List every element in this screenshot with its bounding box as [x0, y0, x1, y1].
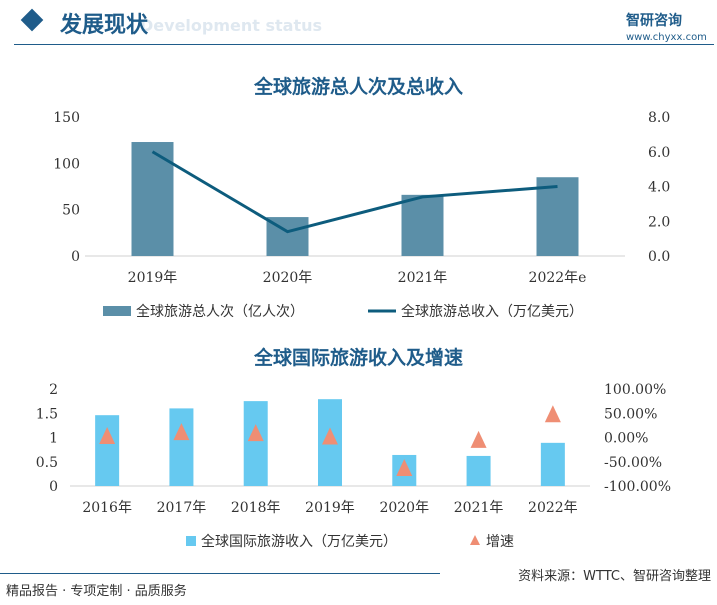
- c2-y-left-tick: 2: [49, 382, 58, 398]
- c2-x-tick: 2018年: [231, 500, 281, 516]
- c2-triangle-marker: [396, 459, 413, 477]
- c2-triangle-marker: [544, 405, 561, 423]
- c1-y-left-tick: 100: [53, 156, 80, 172]
- c2-legend-bar-label: 全球国际旅游收入（万亿美元）: [201, 533, 397, 550]
- page-title: 发展现状: [60, 13, 149, 38]
- c1-line-series: [151, 150, 558, 234]
- c2-bar: [169, 408, 194, 486]
- c1-y-right-tick: 4.0: [648, 180, 670, 196]
- c1-x-tick: 2022年e: [529, 270, 587, 286]
- brand-url: www.chyxx.com: [626, 32, 707, 43]
- chart2-title: 全球国际旅游收入及增速: [253, 347, 463, 369]
- c2-triangle-marker: [173, 423, 190, 441]
- c1-y-right-tick: 6.0: [648, 145, 670, 161]
- footer-text: 精品报告 · 专项定制 · 品质服务: [6, 584, 187, 599]
- c2-y-right-tick: -50.00%: [604, 455, 662, 471]
- c1-legend-bar-label: 全球旅游总人次（亿人次）: [136, 303, 304, 320]
- c2-bar: [466, 455, 491, 486]
- chart1-title: 全球旅游总人次及总收入: [253, 76, 463, 98]
- c2-x-tick: 2019年: [305, 500, 355, 516]
- c2-y-left-tick: 1.5: [36, 406, 58, 422]
- c2-triangle-marker: [322, 427, 338, 445]
- header-subtitle: Development status: [140, 16, 323, 35]
- c1-legend-series2-label: 全球旅游总收入（万亿美元）: [401, 303, 583, 320]
- c1-y-left-tick: 150: [53, 110, 80, 126]
- c1-y-right-tick: 8.0: [648, 110, 670, 126]
- c2-legend-bar-swatch: [186, 536, 196, 546]
- c1-x-tick: 2021年: [398, 270, 448, 286]
- brand-logo: 智研咨询: [626, 13, 682, 29]
- c1-x-tick: 2020年: [263, 270, 313, 286]
- c2-legend-triangle-swatch: [470, 535, 480, 545]
- c2-bar: [243, 401, 268, 486]
- c2-legend-series2-label: 增速: [486, 534, 514, 550]
- c1-y-left-tick: 0: [71, 249, 80, 265]
- header: Development status 发展现状 智研咨询 www.chyxx.c…: [0, 0, 717, 48]
- c2-x-tick: 2022年: [528, 500, 578, 516]
- c2-bar: [95, 415, 120, 486]
- c1-y-right-tick: 0.0: [648, 249, 670, 265]
- c1-bar: [401, 194, 444, 256]
- c2-x-tick: 2021年: [454, 500, 504, 516]
- c2-x-tick: 2017年: [157, 500, 207, 516]
- c2-y-right-tick: 0.00%: [604, 431, 648, 447]
- c2-y-left-tick: 0.5: [36, 455, 58, 471]
- c2-y-right-tick: 100.00%: [604, 382, 666, 398]
- c2-triangle-marker: [470, 430, 487, 448]
- source-note: 资料来源：WTTC、智研咨询整理: [518, 569, 711, 584]
- c1-bar: [536, 177, 579, 256]
- c1-y-left-tick: 50: [62, 203, 80, 219]
- c2-y-left-tick: 0: [49, 479, 58, 495]
- c2-x-tick: 2020年: [379, 500, 429, 516]
- footer-divider: [0, 573, 440, 574]
- c1-legend-bar-swatch: [103, 306, 131, 316]
- c2-triangle-marker: [247, 424, 264, 442]
- c2-triangle-marker: [99, 427, 116, 445]
- c2-x-tick: 2016年: [82, 500, 132, 516]
- c1-y-right-tick: 2.0: [648, 214, 670, 230]
- c1-x-tick: 2019年: [128, 270, 178, 286]
- c2-y-left-tick: 1: [49, 431, 58, 447]
- c2-bar: [540, 442, 565, 486]
- c2-y-right-tick: 50.00%: [604, 406, 657, 422]
- c2-y-right-tick: -100.00%: [604, 479, 671, 495]
- header-divider: [14, 44, 714, 45]
